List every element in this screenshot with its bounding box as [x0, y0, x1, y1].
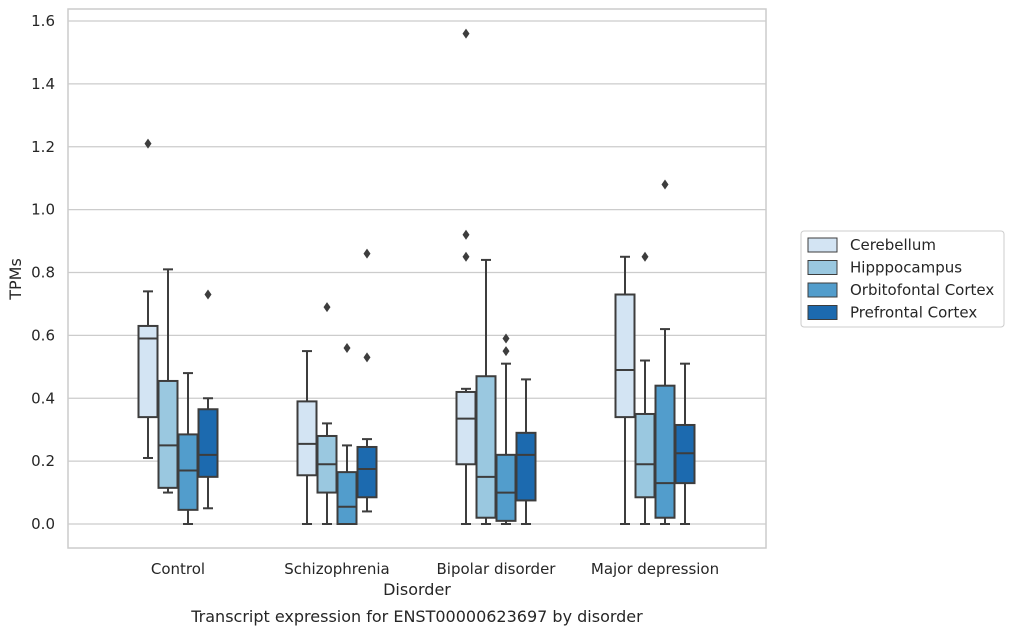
y-tick-label: 0.4 [31, 389, 55, 407]
box-1-1 [316, 302, 338, 525]
y-tick-label: 0.2 [31, 452, 55, 470]
legend-swatch [807, 260, 838, 275]
outlier-point [462, 28, 470, 39]
legend-swatch [807, 305, 838, 320]
outlier-point [204, 289, 212, 300]
plot-frame [67, 8, 767, 549]
box-iqr [654, 384, 676, 519]
box-iqr [296, 400, 318, 477]
outlier-point [641, 251, 649, 262]
legend: Cerebellum Hipppocampus Orbitofontal Corte… [800, 230, 1005, 328]
x-tick-label: Control [151, 560, 205, 578]
outlier-point [462, 251, 470, 262]
legend-label: Hipppocampus [850, 259, 962, 277]
legend-label: Orbitofontal Cortex [850, 281, 994, 299]
legend-swatch [807, 237, 838, 253]
box-0-0 [137, 138, 159, 459]
outlier-point [323, 302, 331, 313]
box-iqr [197, 408, 219, 478]
outlier-point [462, 229, 470, 240]
box-iqr [515, 431, 537, 502]
box-3-3 [674, 362, 696, 525]
y-tick-label: 0.0 [31, 515, 55, 533]
legend-frame [800, 230, 1005, 328]
outlier-point [502, 346, 510, 357]
box-iqr [356, 445, 378, 499]
box-iqr [475, 375, 497, 519]
outlier-point [502, 333, 510, 344]
legend-swatch [807, 282, 838, 298]
y-tick-label: 0.8 [31, 264, 55, 282]
box-iqr [614, 293, 636, 419]
box-2-3 [654, 179, 676, 525]
outlier-point [661, 179, 669, 190]
x-axis-title: Disorder [383, 580, 451, 599]
box-3-2 [515, 378, 537, 525]
box-iqr [177, 433, 199, 511]
box-0-3 [614, 255, 636, 525]
x-tick-labels: Control Schizophrenia Bipolar disorder Majo… [151, 560, 719, 578]
box-3-1 [356, 248, 378, 513]
x-tick-label: Major depression [591, 560, 719, 578]
y-tick-label: 1.6 [31, 12, 55, 30]
outlier-point [363, 248, 371, 259]
y-tick-label: 1.4 [31, 75, 55, 93]
y-tick-label: 1.2 [31, 138, 55, 156]
box-iqr [137, 324, 159, 419]
outlier-point [343, 342, 351, 353]
y-axis-title: TPMs [6, 258, 25, 301]
outlier-point [144, 138, 152, 149]
box-iqr [336, 471, 358, 525]
x-tick-label: Schizophrenia [284, 560, 389, 578]
box-0-1 [296, 350, 318, 525]
box-0-2 [455, 28, 477, 525]
y-tick-label: 1.0 [31, 201, 55, 219]
x-tick-label: Bipolar disorder [437, 560, 557, 578]
box-iqr [157, 379, 179, 489]
box-1-2 [475, 258, 497, 525]
chart-caption: Transcript expression for ENST0000062369… [190, 607, 643, 626]
box-3-0 [197, 289, 219, 510]
legend-label: Prefrontal Cortex [850, 304, 977, 322]
outlier-point [363, 352, 371, 363]
box-iqr [634, 412, 656, 499]
box-1-3 [634, 251, 656, 525]
y-tick-labels: 0.0 0.2 0.4 0.6 0.8 1.0 1.2 1.4 1.6 [31, 12, 55, 533]
y-tick-label: 0.6 [31, 326, 55, 344]
box-iqr [495, 453, 517, 522]
box-iqr [455, 390, 477, 466]
legend-label: Cerebellum [850, 236, 936, 254]
box-plots [137, 28, 696, 525]
